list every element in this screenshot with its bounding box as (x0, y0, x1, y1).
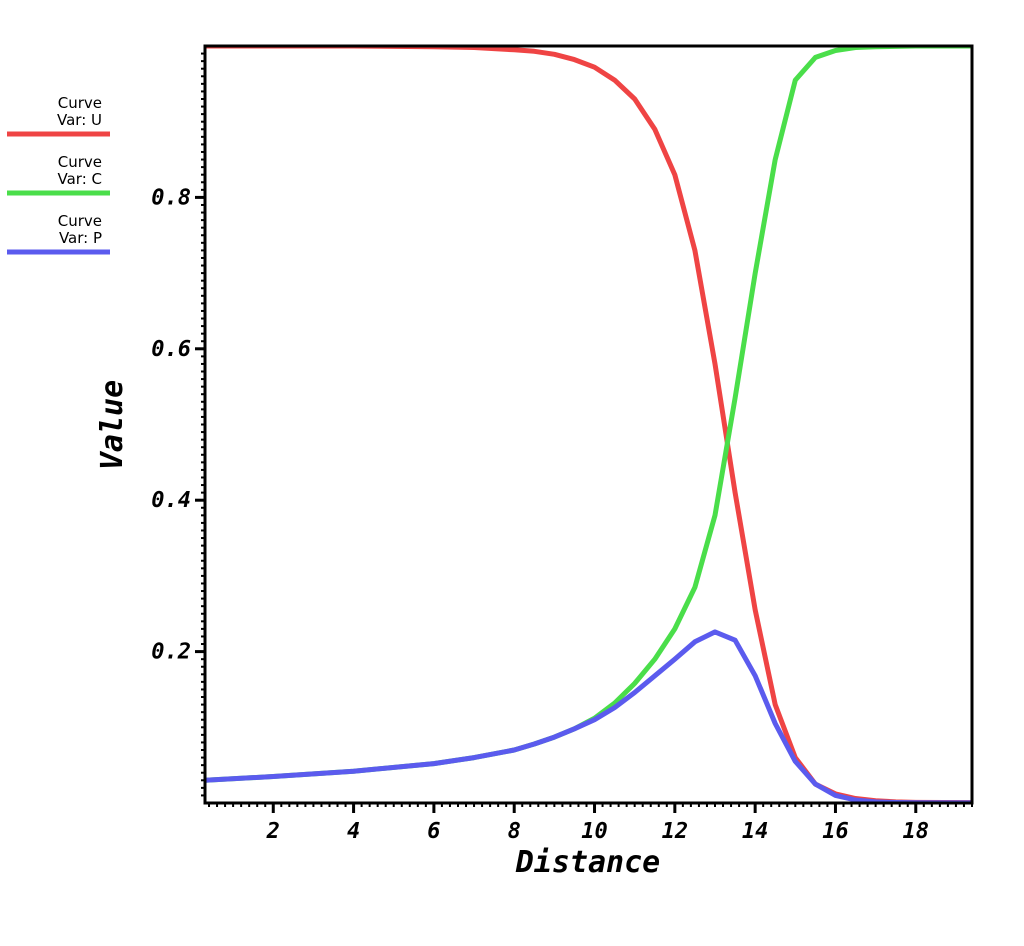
y-tick-label: 0.4 (151, 488, 191, 513)
y-tick-label: 0.2 (151, 640, 191, 665)
x-tick-label: 12 (662, 819, 689, 844)
x-tick-label: 4 (347, 819, 360, 844)
legend-entry-line1: Curve (58, 94, 102, 112)
x-tick-label: 6 (427, 819, 440, 844)
x-tick-label: 16 (822, 819, 849, 844)
series-layer (205, 46, 972, 803)
x-axis-title: Distance (515, 845, 661, 880)
x-tick-label: 18 (903, 819, 930, 844)
series-line-2 (205, 46, 972, 783)
legend-entry-line2: Var: C (58, 170, 103, 188)
y-tick-label: 0.6 (151, 337, 191, 362)
series-line-1 (205, 46, 972, 803)
legend-entry-line2: Var: U (57, 111, 102, 129)
legend-entry-line1: Curve (58, 153, 102, 171)
y-axis-title: Value (95, 380, 130, 470)
series-line-3 (205, 629, 972, 803)
x-tick-label: 2 (266, 819, 280, 844)
axes: 0.2 0.4 0.6 0.8 2 4 6 8 10 12 14 16 18 (151, 52, 973, 844)
y-tick-label: 0.8 (151, 185, 191, 210)
x-tick-label: 10 (581, 819, 608, 844)
legend-entry-line2: Var: P (59, 229, 102, 247)
legend-entry-line1: Curve (58, 212, 102, 230)
plot-frame (203, 44, 974, 805)
x-tick-label: 8 (508, 819, 521, 844)
x-tick-label: 14 (742, 819, 769, 844)
